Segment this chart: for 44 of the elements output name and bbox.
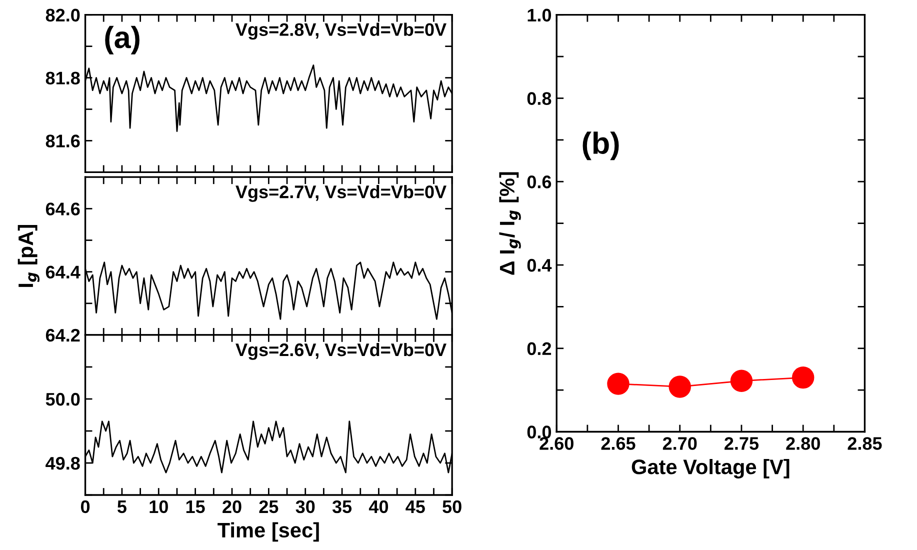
y-tick-label: 81.6 [46, 134, 80, 148]
chart-title: (a) [105, 26, 140, 54]
x-tick-label: 2.65 [601, 437, 636, 450]
point [668, 376, 691, 398]
y-tick-label: 64.2 [46, 328, 80, 342]
x-axis-title: Time [sec] [218, 522, 319, 542]
y-tick-label: 0.6 [527, 176, 552, 188]
point [730, 370, 753, 392]
point [792, 366, 814, 389]
y-tick-label: 81.8 [46, 72, 80, 84]
x-tick-label: 0 [80, 500, 90, 514]
x-tick-label: 2.85 [848, 437, 882, 450]
text: (b) [582, 132, 619, 160]
x-tick-label: 15 [186, 500, 205, 514]
x-tick-label: 2.75 [724, 437, 759, 450]
annotation: Vgs=2.8V, Vs=Vd=Vb=0V [236, 22, 446, 40]
x-tick-label: 2.70 [662, 437, 697, 450]
y-tick-label: 50.0 [46, 392, 80, 406]
y-tick-label: 0.4 [527, 258, 552, 272]
y-tick-label: 0.2 [527, 342, 552, 356]
x-tick-label: 30 [296, 500, 315, 514]
x-tick-label: 5 [117, 500, 126, 514]
x-tick-label: 35 [332, 500, 352, 514]
x-tick-label: 25 [259, 500, 278, 514]
x-tick-label: 50 [442, 500, 462, 514]
y-tick-label: 64.6 [46, 202, 80, 216]
y-tick-label: 82.0 [46, 8, 80, 22]
y-tick-label: 64.4 [46, 266, 80, 279]
y-axis-title: I$_{g}$ [pA] [18, 225, 40, 287]
x-tick-label: 10 [150, 500, 168, 514]
x-tick-label: 2.80 [786, 437, 820, 450]
y-tick-label: 1.0 [528, 8, 552, 22]
x-tick-label: 2.60 [540, 437, 574, 450]
y-tick-label: 0.0 [527, 426, 552, 438]
y-tick-label: 49.8 [46, 456, 80, 470]
x-tick-label: 45 [406, 500, 425, 514]
x-tick-label: 40 [368, 500, 388, 514]
annotation: Vgs=2.7V, Vs=Vd=Vb=0V [236, 184, 446, 202]
x-axis-title: Gate Voltage [V] [632, 459, 790, 479]
x-tick-label: 20 [222, 500, 242, 514]
annotation: Vgs=2.6V, Vs=Vd=Vb=0V [236, 342, 446, 360]
point [607, 372, 630, 395]
y-tick-label: 0.8 [527, 92, 552, 105]
y-axis-title: Δ I$_{g}$/ I$_{g}$ [%] [499, 172, 521, 275]
